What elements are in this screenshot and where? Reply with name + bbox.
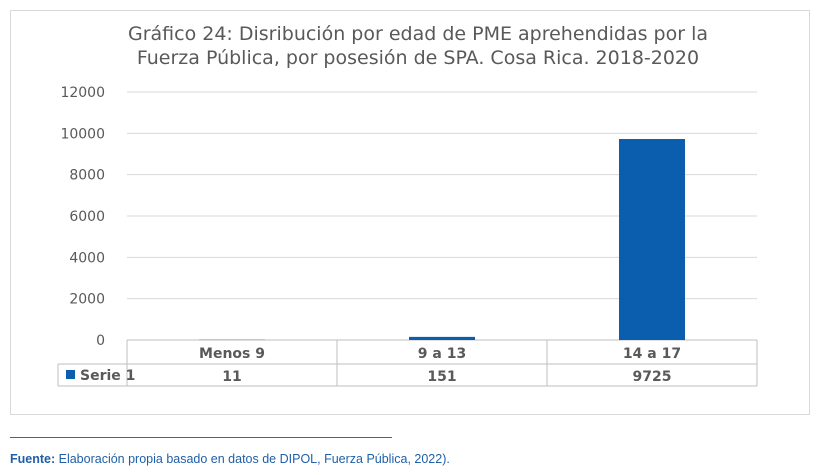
y-tick-label-10000: 10000 xyxy=(60,126,105,142)
bar-9-a-13 xyxy=(409,336,475,340)
data-table-value-menos-9: 11 xyxy=(222,369,241,385)
y-tick-label-6000: 6000 xyxy=(69,209,105,225)
legend-label-serie-1: Serie 1 xyxy=(80,368,135,384)
y-tick-label-8000: 8000 xyxy=(69,168,105,184)
category-label-menos-9: Menos 9 xyxy=(199,346,265,362)
data-table-value-9-a-13: 151 xyxy=(427,369,456,385)
legend-swatch-serie-1 xyxy=(66,370,75,379)
chart-title: Gráfico 24: Disribución por edad de PME … xyxy=(0,22,836,70)
category-label-14-a-17: 14 a 17 xyxy=(623,346,681,362)
chart-title-line-1: Gráfico 24: Disribución por edad de PME … xyxy=(127,23,709,45)
y-tick-label-4000: 4000 xyxy=(69,250,105,266)
category-label-9-a-13: 9 a 13 xyxy=(418,346,466,362)
source-text: Elaboración propia basado en datos de DI… xyxy=(55,452,450,466)
bar-14-a-17 xyxy=(619,139,685,340)
y-tick-label-2000: 2000 xyxy=(69,292,105,308)
y-tick-label-0: 0 xyxy=(96,333,105,349)
y-tick-label-12000: 12000 xyxy=(60,85,105,101)
source-divider xyxy=(10,437,392,438)
source-label: Fuente: xyxy=(10,452,56,466)
chart-title-line-2: Fuerza Pública, por posesión de SPA. Cos… xyxy=(136,47,700,69)
source-note: Fuente: Elaboración propia basado en dat… xyxy=(10,452,450,466)
data-table-value-14-a-17: 9725 xyxy=(633,369,672,385)
